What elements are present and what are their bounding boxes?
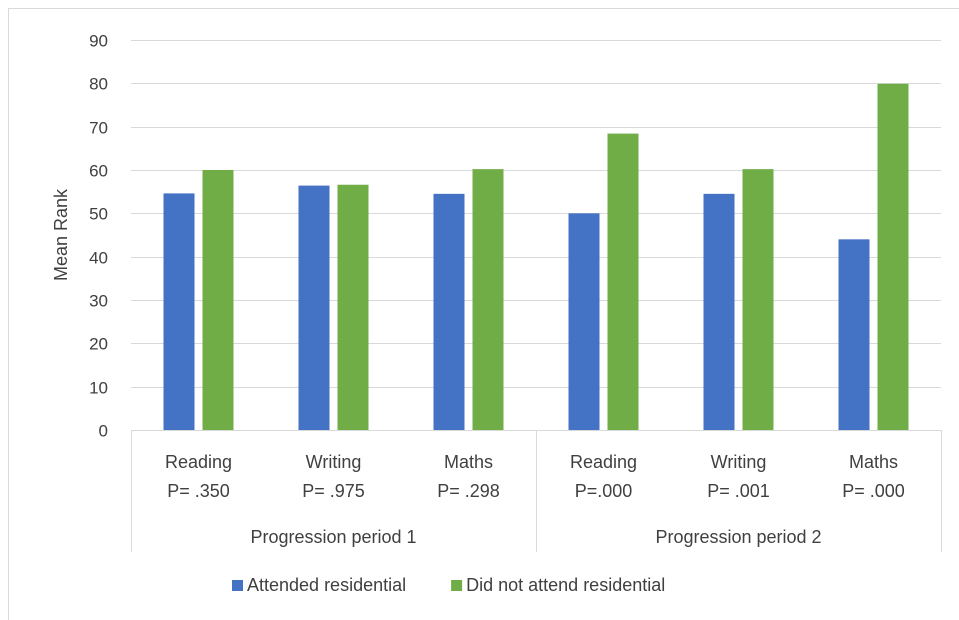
y-tick-label: 90	[89, 32, 108, 51]
p-value-label: P= .298	[437, 481, 500, 501]
y-tick-label: 10	[89, 379, 108, 398]
legend-swatch-not-attended	[451, 580, 463, 591]
bar-attended	[568, 213, 600, 430]
y-axis-title: Mean Rank	[51, 188, 71, 281]
bar-not-attended	[877, 83, 909, 431]
y-tick-label: 0	[99, 422, 108, 441]
y-tick-label: 30	[89, 292, 108, 311]
legend-label: Attended residential	[247, 575, 406, 595]
category-label: Maths	[444, 452, 493, 472]
category-label: Maths	[849, 452, 898, 472]
bar-not-attended	[472, 169, 504, 430]
bar-not-attended	[202, 170, 234, 430]
legend-swatch-attended	[232, 580, 243, 591]
chart-frame-left	[8, 8, 9, 620]
group-label: Progression period 2	[655, 527, 821, 547]
p-value-label: P= .000	[842, 481, 905, 501]
bar-not-attended	[607, 133, 639, 430]
bar-attended	[838, 239, 870, 430]
y-tick-label: 70	[89, 119, 108, 138]
p-value-label: P= .350	[167, 481, 230, 501]
bar-attended	[703, 193, 735, 430]
bar-not-attended	[337, 184, 369, 430]
y-tick-label: 20	[89, 335, 108, 354]
bar-not-attended	[742, 169, 774, 430]
y-tick-label: 60	[89, 162, 108, 181]
category-label: Reading	[570, 452, 637, 472]
bar-attended	[298, 185, 330, 430]
legend-label: Did not attend residential	[466, 575, 665, 595]
p-value-label: P= .975	[302, 481, 365, 501]
group-label: Progression period 1	[250, 527, 416, 547]
bar-attended	[163, 193, 195, 430]
bar-attended	[433, 193, 465, 430]
category-label: Reading	[165, 452, 232, 472]
chart-frame-top	[8, 8, 959, 9]
p-value-label: P=.000	[575, 481, 633, 501]
category-label: Writing	[306, 452, 362, 472]
y-tick-label: 40	[89, 249, 108, 268]
p-value-label: P= .001	[707, 481, 770, 501]
category-label: Writing	[711, 452, 767, 472]
y-tick-label: 50	[89, 205, 108, 224]
y-tick-label: 80	[89, 75, 108, 94]
